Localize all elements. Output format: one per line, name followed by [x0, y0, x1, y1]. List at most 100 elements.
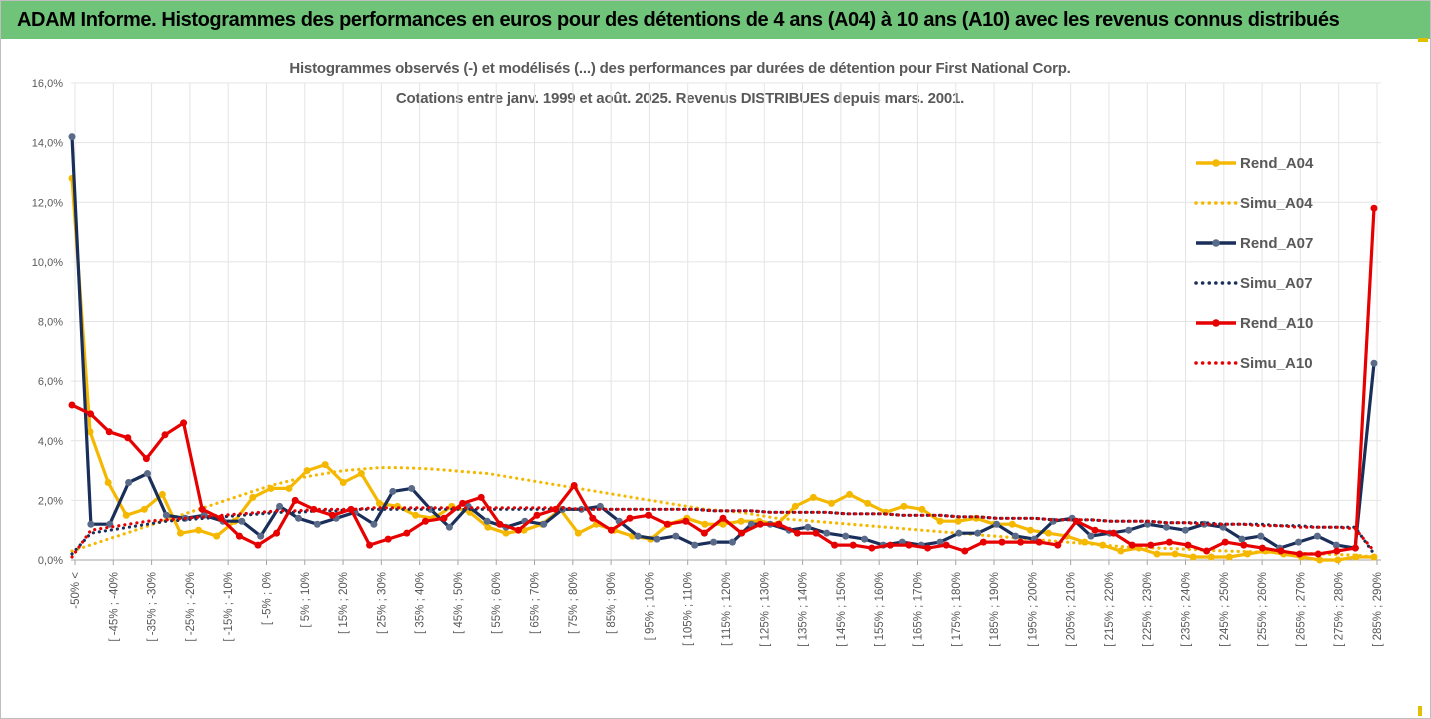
- chart-subtitle: Cotations entre janv. 1999 et août. 2025…: [395, 90, 965, 107]
- data-point-rend-a04: [1045, 529, 1052, 537]
- data-point-rend-a10: [738, 529, 746, 537]
- data-point-rend-a10: [477, 493, 485, 501]
- data-point-rend-a10: [1128, 541, 1136, 549]
- data-point-rend-a04: [303, 467, 311, 475]
- y-tick-label: 8,0%: [38, 317, 63, 329]
- data-point-rend-a10: [812, 529, 820, 537]
- x-tick-label: [ 155% ; 160%: [874, 572, 886, 647]
- legend-marker-rend-a10: [1212, 319, 1220, 327]
- data-point-rend-a10: [663, 520, 671, 528]
- data-point-rend-a04: [737, 517, 745, 525]
- series-line-simu-a10: [70, 506, 1376, 559]
- x-tick-label: [ 95% ; 100%: [644, 572, 656, 640]
- legend-label-rend-a07: Rend_A07: [1240, 235, 1313, 252]
- report-header: ADAM Informe. Histogrammes des performan…: [1, 1, 1430, 39]
- x-tick-label: [ 225% ; 230%: [1142, 572, 1154, 647]
- data-point-rend-a07: [1257, 532, 1265, 540]
- data-point-rend-a10: [1258, 544, 1266, 552]
- data-point-rend-a04: [1026, 526, 1034, 534]
- data-point-rend-a10: [440, 514, 448, 522]
- data-point-rend-a04: [1334, 556, 1342, 564]
- data-point-rend-a10: [1240, 541, 1248, 549]
- x-tick-label: -50% <: [70, 572, 82, 609]
- data-point-rend-a07: [257, 532, 265, 540]
- y-tick-label: 6,0%: [38, 376, 63, 388]
- data-point-rend-a04: [249, 493, 257, 501]
- data-point-rend-a10: [1221, 538, 1229, 546]
- data-point-rend-a10: [831, 541, 839, 549]
- data-point-rend-a10: [849, 541, 857, 549]
- x-tick-label: [ 165% ; 170%: [912, 572, 924, 647]
- data-point-rend-a07: [1295, 538, 1303, 546]
- data-point-rend-a10: [905, 541, 913, 549]
- x-tick-label: [ 55% ; 60%: [491, 572, 503, 634]
- handle-bottom-right[interactable]: [1418, 706, 1422, 716]
- data-point-rend-a04: [936, 517, 944, 525]
- data-point-rend-a10: [1091, 526, 1099, 534]
- data-point-rend-a04: [701, 520, 709, 528]
- data-point-rend-a10: [142, 455, 150, 463]
- data-point-rend-a10: [793, 529, 801, 537]
- data-point-rend-a07: [842, 532, 850, 540]
- data-point-rend-a04: [86, 428, 94, 436]
- data-point-rend-a04: [1207, 553, 1215, 561]
- data-point-rend-a07: [1313, 532, 1321, 540]
- data-point-rend-a04: [104, 478, 112, 486]
- data-point-rend-a10: [998, 538, 1006, 546]
- data-point-rend-a10: [1165, 538, 1173, 546]
- data-point-rend-a10: [1203, 547, 1211, 555]
- x-tick-label: [ 245% ; 250%: [1219, 572, 1231, 647]
- data-point-rend-a04: [1171, 550, 1179, 558]
- data-point-rend-a04: [1008, 520, 1016, 528]
- data-point-rend-a07: [672, 532, 680, 540]
- x-tick-label: [ 265% ; 270%: [1295, 572, 1307, 647]
- data-point-rend-a04: [864, 499, 872, 507]
- data-point-rend-a10: [105, 428, 113, 436]
- data-point-rend-a07: [993, 520, 1001, 528]
- data-point-rend-a04: [484, 523, 492, 531]
- data-point-rend-a07: [710, 538, 718, 546]
- data-point-rend-a07: [804, 523, 812, 531]
- data-point-rend-a10: [1147, 541, 1155, 549]
- data-point-rend-a10: [533, 511, 541, 519]
- data-point-rend-a07: [408, 484, 416, 492]
- x-tick-label: [ 175% ; 180%: [951, 572, 963, 647]
- data-point-rend-a04: [412, 511, 420, 519]
- y-tick-label: 16,0%: [32, 78, 63, 90]
- x-tick-label: [ 205% ; 210%: [1066, 572, 1078, 647]
- data-point-rend-a07: [974, 529, 982, 537]
- data-point-rend-a07: [445, 523, 453, 531]
- data-point-rend-a07: [1181, 526, 1189, 534]
- x-tick-label: [ 275% ; 280%: [1334, 572, 1346, 647]
- data-point-rend-a04: [809, 493, 817, 501]
- data-point-rend-a04: [1225, 553, 1233, 561]
- data-point-rend-a04: [339, 478, 347, 486]
- legend-marker-rend-a04: [1212, 159, 1220, 167]
- legend-label-simu-a10: Simu_A10: [1240, 355, 1313, 372]
- data-point-rend-a10: [1017, 538, 1025, 546]
- y-tick-label: 10,0%: [32, 257, 63, 269]
- data-point-rend-a04: [357, 470, 365, 478]
- handle-top-right[interactable]: [1418, 38, 1428, 42]
- data-point-rend-a04: [158, 490, 166, 498]
- data-point-rend-a07: [1125, 526, 1133, 534]
- data-point-rend-a04: [1153, 550, 1161, 558]
- y-tick-label: 12,0%: [32, 197, 63, 209]
- data-point-rend-a04: [954, 517, 962, 525]
- y-tick-label: 14,0%: [32, 138, 63, 150]
- data-point-rend-a10: [273, 529, 281, 537]
- x-tick-label: [ 235% ; 240%: [1181, 572, 1193, 647]
- data-point-rend-a07: [691, 541, 699, 549]
- data-point-rend-a07: [313, 520, 321, 528]
- data-point-rend-a04: [375, 499, 383, 507]
- data-point-rend-a10: [719, 514, 727, 522]
- data-point-rend-a10: [403, 529, 411, 537]
- data-point-rend-a04: [321, 461, 329, 469]
- data-point-rend-a04: [846, 490, 854, 498]
- x-tick-label: [ 35% ; 40%: [415, 572, 427, 634]
- data-point-rend-a07: [936, 538, 944, 546]
- series-line-rend-a04: [70, 178, 1374, 562]
- data-point-rend-a07: [238, 517, 246, 525]
- x-tick-label: [ -5% ; 0%: [261, 572, 273, 625]
